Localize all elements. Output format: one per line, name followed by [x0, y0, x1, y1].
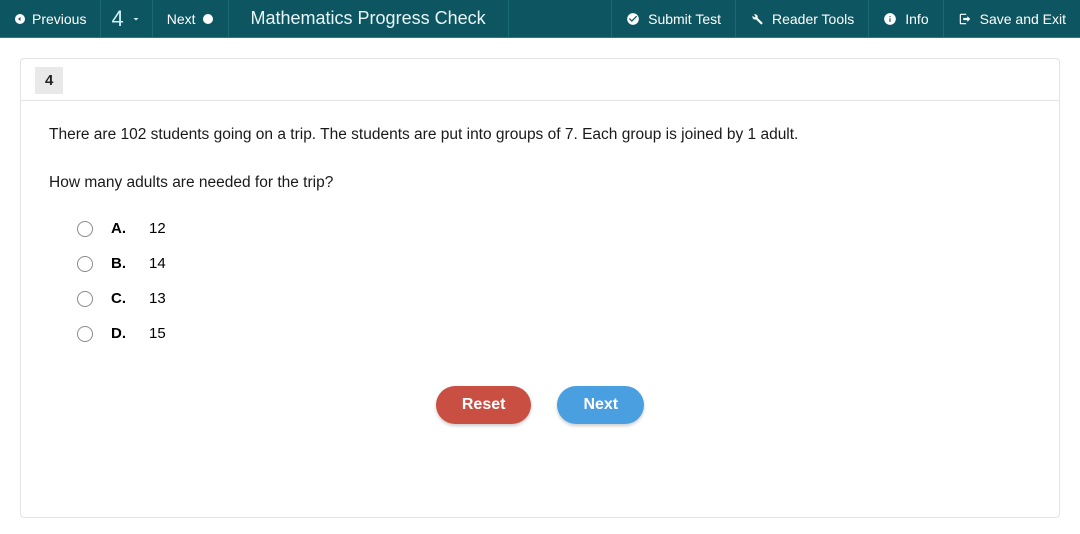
option-text: 14 — [149, 255, 166, 272]
option-letter: C. — [111, 290, 131, 307]
exit-icon — [958, 12, 972, 26]
options-list: A. 12 B. 14 C. 13 D. 15 — [49, 220, 1031, 342]
test-title-text: Mathematics Progress Check — [251, 8, 486, 29]
option-b[interactable]: B. 14 — [77, 255, 1031, 272]
option-a[interactable]: A. 12 — [77, 220, 1031, 237]
question-stem-context: There are 102 students going on a trip. … — [49, 123, 1031, 146]
reset-button[interactable]: Reset — [436, 386, 532, 424]
option-d[interactable]: D. 15 — [77, 325, 1031, 342]
wrench-icon — [750, 12, 764, 26]
option-letter: B. — [111, 255, 131, 272]
previous-label: Previous — [32, 11, 86, 27]
check-circle-icon — [626, 12, 640, 26]
radio-icon — [77, 291, 93, 307]
top-nav-bar: Previous 4 Next Mathematics Progress Che… — [0, 0, 1080, 38]
reader-tools-button[interactable]: Reader Tools — [735, 0, 868, 37]
reader-tools-label: Reader Tools — [772, 11, 854, 27]
arrow-right-circle-icon — [202, 13, 214, 25]
arrow-left-circle-icon — [14, 13, 26, 25]
option-letter: D. — [111, 325, 131, 342]
next-nav-button[interactable]: Next — [153, 0, 229, 37]
question-number-badge: 4 — [35, 67, 63, 94]
next-button[interactable]: Next — [557, 386, 644, 424]
action-buttons: Reset Next — [49, 386, 1031, 424]
info-label: Info — [905, 11, 928, 27]
option-text: 12 — [149, 220, 166, 237]
question-number-selector[interactable]: 4 — [101, 0, 152, 37]
question-body: There are 102 students going on a trip. … — [21, 101, 1059, 424]
option-text: 15 — [149, 325, 166, 342]
option-letter: A. — [111, 220, 131, 237]
submit-test-label: Submit Test — [648, 11, 721, 27]
radio-icon — [77, 221, 93, 237]
info-circle-icon — [883, 12, 897, 26]
question-number: 4 — [111, 6, 123, 32]
question-card: 4 There are 102 students going on a trip… — [20, 58, 1060, 518]
option-text: 13 — [149, 290, 166, 307]
previous-button[interactable]: Previous — [0, 0, 101, 37]
radio-icon — [77, 256, 93, 272]
next-nav-label: Next — [167, 11, 196, 27]
question-header: 4 — [21, 59, 1059, 101]
question-stem-prompt: How many adults are needed for the trip? — [49, 174, 1031, 192]
option-c[interactable]: C. 13 — [77, 290, 1031, 307]
submit-test-button[interactable]: Submit Test — [611, 0, 735, 37]
info-button[interactable]: Info — [868, 0, 942, 37]
save-and-exit-button[interactable]: Save and Exit — [943, 0, 1080, 37]
chevron-down-icon — [130, 13, 142, 25]
radio-icon — [77, 326, 93, 342]
save-exit-label: Save and Exit — [980, 11, 1066, 27]
test-title: Mathematics Progress Check — [229, 0, 509, 37]
spacer — [509, 0, 612, 37]
